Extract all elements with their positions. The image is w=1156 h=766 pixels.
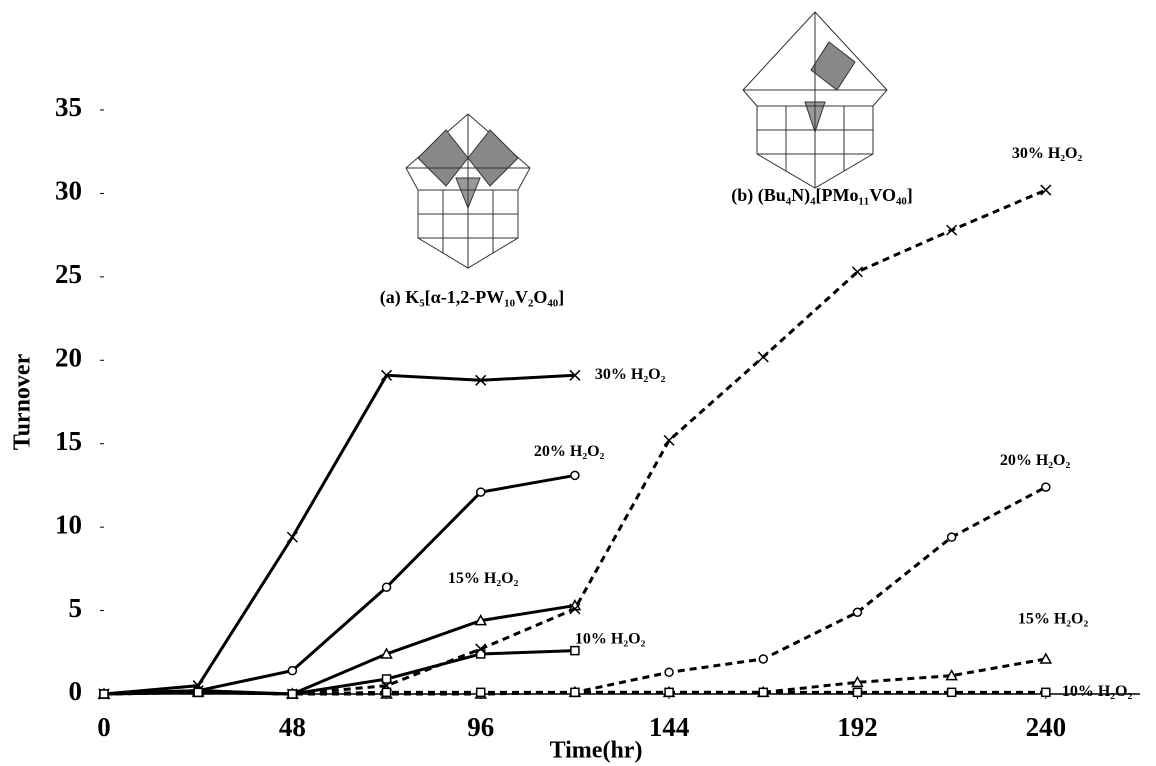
x-tick-label: 0	[97, 712, 111, 742]
x-tick-label: 240	[1026, 712, 1067, 742]
polyhedron-b	[743, 12, 887, 188]
y-tick-label: 10	[55, 509, 82, 539]
marker	[477, 688, 485, 696]
marker	[758, 352, 768, 362]
y-tick-label: 35	[55, 92, 82, 122]
x-axis-title: Time(hr)	[550, 738, 643, 764]
y-tick-label: 30	[55, 176, 82, 206]
marker	[1042, 483, 1050, 491]
series-line	[104, 190, 1046, 694]
marker	[383, 688, 391, 696]
marker	[759, 688, 767, 696]
series-label: 15% H₂O₂	[448, 570, 519, 587]
marker	[853, 608, 861, 616]
series: 30% H₂O₂	[99, 366, 666, 699]
marker	[571, 688, 579, 696]
series: 15% H₂O₂	[99, 611, 1089, 698]
marker	[194, 688, 202, 696]
x-tick-label: 144	[649, 712, 690, 742]
annotation: (a) K₅[α-1,2-PW₁₀V₂O₄₀]	[380, 287, 564, 308]
marker	[288, 667, 296, 675]
series: 15% H₂O₂	[99, 570, 580, 698]
x-tick-label: 96	[467, 712, 494, 742]
series-label: 20% H₂O₂	[1000, 452, 1071, 469]
series-label: 10% H₂O₂	[575, 630, 646, 647]
marker	[477, 488, 485, 496]
marker	[759, 655, 767, 663]
marker	[852, 267, 862, 277]
chart: Time(hr) Turnover 0 5 10 15 20 25 30 35 0 48 96 144…	[0, 0, 1156, 766]
series-line	[104, 487, 1046, 694]
series: 20% H₂O₂	[100, 443, 605, 698]
series-label: 20% H₂O₂	[534, 443, 605, 460]
marker	[948, 533, 956, 541]
series-label: 10% H₂O₂	[1062, 683, 1133, 700]
y-axis-title: Turnover	[10, 353, 36, 450]
marker	[664, 435, 674, 445]
marker	[100, 690, 108, 698]
y-tick-label: 25	[55, 259, 82, 289]
x-tick-label: 192	[837, 712, 878, 742]
marker	[571, 647, 579, 655]
marker	[383, 583, 391, 591]
marker	[948, 688, 956, 696]
marker	[287, 532, 297, 542]
series-line	[104, 606, 575, 694]
marker	[665, 668, 673, 676]
series-line	[104, 375, 575, 694]
series-label: 15% H₂O₂	[1018, 611, 1089, 628]
marker	[1042, 688, 1050, 696]
marker	[383, 675, 391, 683]
y-tick-label: 15	[55, 426, 82, 456]
y-tick-label: 5	[69, 593, 83, 623]
series-label: 30% H₂O₂	[595, 366, 666, 383]
polyhedron-a	[406, 114, 530, 268]
marker	[853, 688, 861, 696]
annotation: (b) (Bu₄N)₄[PMo₁₁VO₄₀]	[731, 185, 913, 206]
series: 20% H₂O₂	[100, 452, 1071, 698]
series: 30% H₂O₂	[99, 145, 1083, 699]
marker	[288, 690, 296, 698]
y-tick-label: 20	[55, 342, 82, 372]
series-label: 30% H₂O₂	[1012, 145, 1083, 162]
marker	[665, 688, 673, 696]
x-tick-label: 48	[279, 712, 306, 742]
marker	[571, 471, 579, 479]
y-tick-label: 0	[69, 676, 83, 706]
